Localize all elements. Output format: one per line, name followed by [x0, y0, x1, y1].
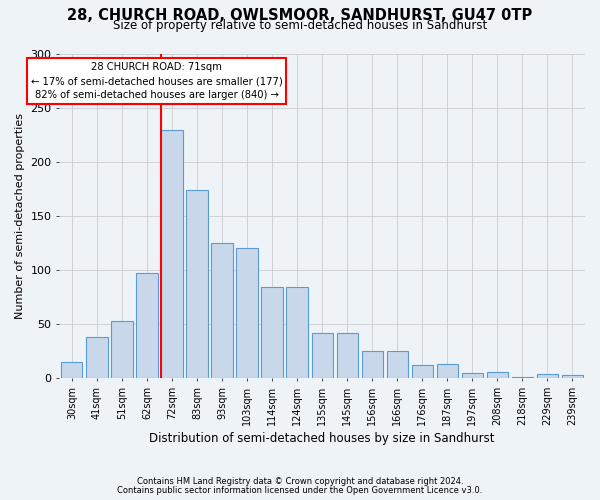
- Bar: [86, 337, 107, 378]
- Text: 28, CHURCH ROAD, OWLSMOOR, SANDHURST, GU47 0TP: 28, CHURCH ROAD, OWLSMOOR, SANDHURST, GU…: [67, 8, 533, 22]
- Bar: [262, 288, 283, 378]
- Bar: [412, 365, 433, 378]
- Bar: [462, 372, 483, 378]
- Bar: [61, 362, 82, 378]
- Bar: [236, 248, 258, 378]
- Bar: [512, 377, 533, 378]
- Bar: [286, 288, 308, 378]
- Bar: [562, 375, 583, 378]
- Bar: [136, 274, 158, 378]
- Bar: [111, 321, 133, 378]
- Bar: [437, 364, 458, 378]
- Text: Contains HM Land Registry data © Crown copyright and database right 2024.: Contains HM Land Registry data © Crown c…: [137, 477, 463, 486]
- Y-axis label: Number of semi-detached properties: Number of semi-detached properties: [15, 113, 25, 319]
- Text: Contains public sector information licensed under the Open Government Licence v3: Contains public sector information licen…: [118, 486, 482, 495]
- Bar: [337, 332, 358, 378]
- Bar: [386, 351, 408, 378]
- Text: Size of property relative to semi-detached houses in Sandhurst: Size of property relative to semi-detach…: [113, 19, 487, 32]
- Bar: [161, 130, 182, 378]
- Bar: [211, 243, 233, 378]
- Bar: [311, 332, 333, 378]
- Bar: [362, 351, 383, 378]
- Bar: [487, 372, 508, 378]
- Bar: [187, 190, 208, 378]
- Text: 28 CHURCH ROAD: 71sqm
← 17% of semi-detached houses are smaller (177)
82% of sem: 28 CHURCH ROAD: 71sqm ← 17% of semi-deta…: [31, 62, 283, 100]
- Bar: [537, 374, 558, 378]
- X-axis label: Distribution of semi-detached houses by size in Sandhurst: Distribution of semi-detached houses by …: [149, 432, 495, 445]
